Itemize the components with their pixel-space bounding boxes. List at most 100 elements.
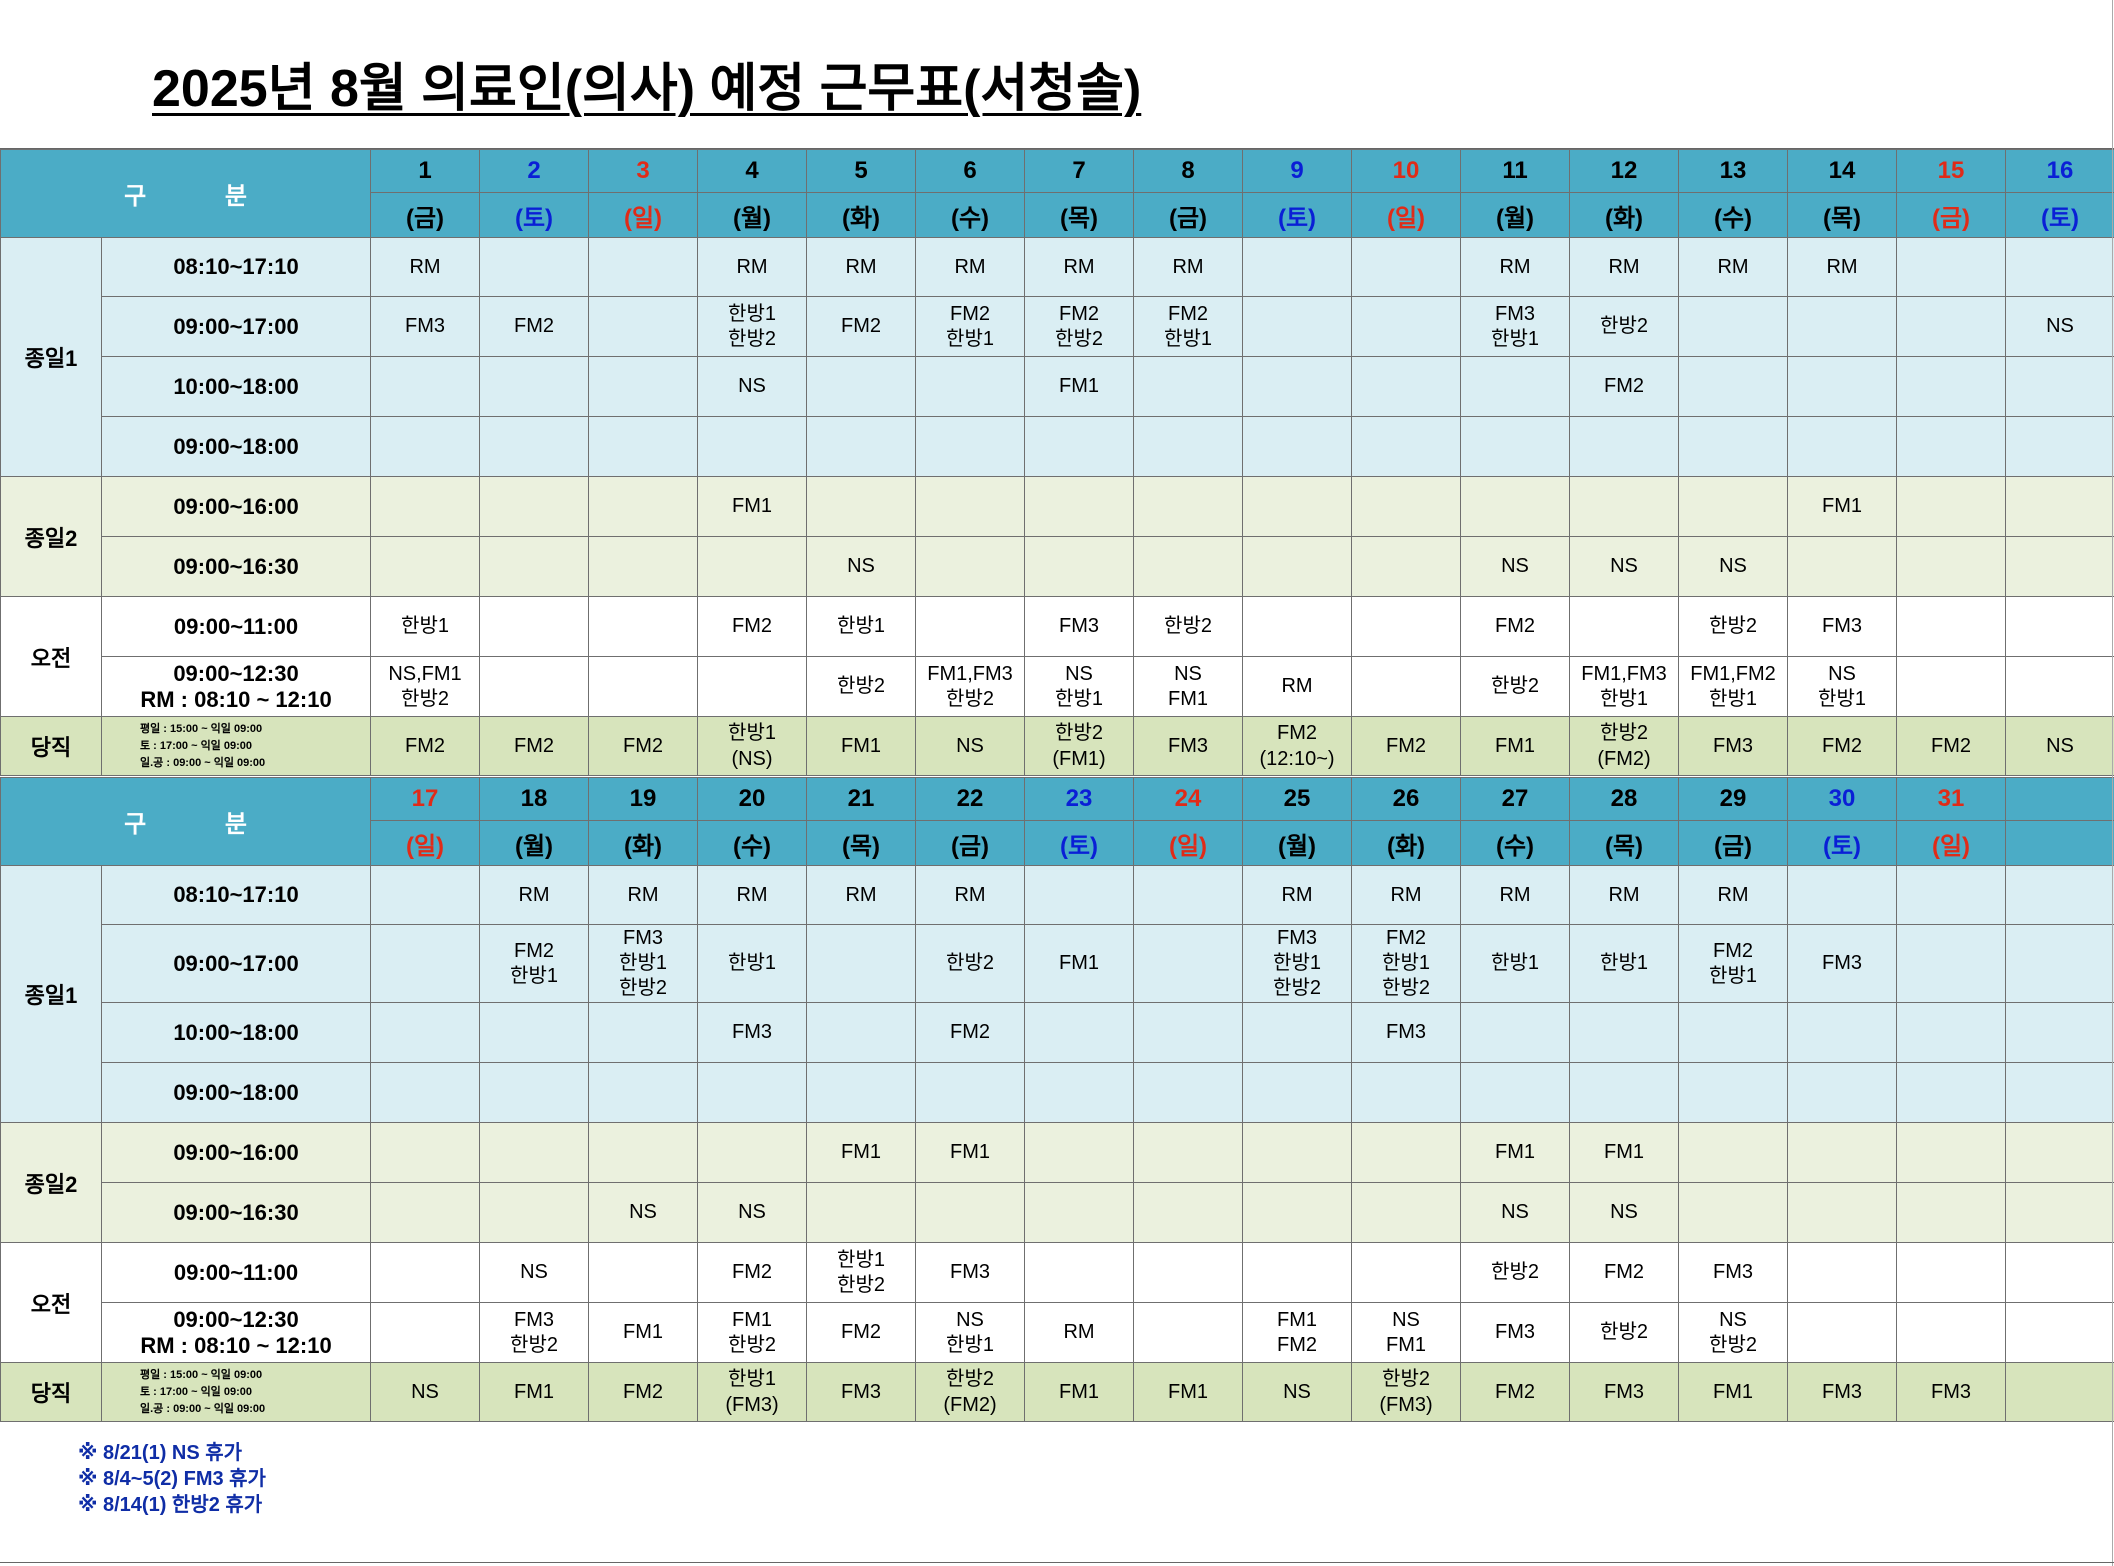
shift-row-j1d: 09:00~18:00 (1, 416, 2114, 477)
schedule-cell (1133, 924, 1244, 1003)
schedule-cell: FM3 (1460, 1302, 1571, 1363)
day-number: 16 (2005, 149, 2114, 193)
duty-note-line: 일.공 : 09:00 ~ 익일 09:00 (140, 756, 266, 769)
cell-text: FM3 (514, 1308, 555, 1331)
day-number: 12 (1569, 149, 1680, 193)
shift-row-ama: 오전 09:00~11:00 NS FM2 한방1 한방2 FM3 한방2 FM2 FM3 (0, 1242, 2114, 1363)
schedule-cell (1242, 416, 1353, 477)
schedule-cell: RM (1787, 237, 1898, 297)
schedule-cell: NS (1569, 1182, 1680, 1243)
schedule-cell: RM (588, 865, 699, 925)
schedule-cell: FM3 한방1 한방2 (1242, 924, 1353, 1003)
schedule-cell: 한방1 한방2 (806, 1242, 917, 1303)
cell-text: 한방1 (1709, 964, 1757, 987)
schedule-cell (370, 865, 481, 925)
shift-time-line: RM : 08:10 ~ 12:10 (140, 1332, 332, 1358)
schedule-cell (1678, 1182, 1789, 1243)
schedule-cell: NS (2005, 716, 2114, 776)
schedule-cell: FM3 한방1 (1460, 296, 1571, 357)
cell-text: FM1 (1059, 952, 1100, 974)
schedule-cell (1024, 1002, 1135, 1063)
schedule-cell: FM3 (1351, 1002, 1462, 1063)
duty-note-line: 일.공 : 09:00 ~ 익일 09:00 (140, 1402, 266, 1415)
schedule-cell (1242, 476, 1353, 537)
schedule-cell (1242, 596, 1353, 657)
schedule-cell (2005, 865, 2114, 925)
cell-text: FM1 (1059, 1381, 1100, 1403)
day-number: 24 (1133, 777, 1244, 821)
schedule-cell: FM1 (915, 1122, 1026, 1183)
schedule-cell: FM1 (588, 1302, 699, 1363)
cell-text: FM2 (1822, 735, 1863, 757)
cell-text: NS (1283, 1381, 1311, 1403)
cell-text: FM2 (841, 1321, 882, 1343)
shift-row-amb: 09:00~12:30 RM : 08:10 ~ 12:10 NS,FM1 한방2 한방… (1, 656, 2114, 717)
shift-row-j2b: 09:00~16:30 NS NS NS NS (1, 536, 2114, 597)
schedule-cell: FM3 (1896, 1362, 2007, 1422)
right-border (2112, 0, 2113, 1566)
cell-text: (FM3) (1379, 1394, 1433, 1416)
shift-row-j2a: 종일2 09:00~16:00 FM1 FM1 FM1 FM1 (0, 1122, 2114, 1243)
weekday-label: (일) (1133, 820, 1244, 866)
day-number: 3 (588, 149, 699, 193)
schedule-cell (1896, 1182, 2007, 1243)
schedule-cell: RM (1351, 865, 1462, 925)
schedule-cell: RM (697, 237, 808, 297)
cell-text: 한방1 (837, 1248, 885, 1271)
schedule-cell (1787, 1002, 1898, 1063)
schedule-cell (479, 416, 590, 477)
cell-text: FM3 (841, 1381, 882, 1403)
schedule-cell (370, 1302, 481, 1363)
shift-row-ama: 오전 09:00~11:00 한방1 FM2 한방1 FM3 한방2 FM2 한방2 FM3 (0, 596, 2114, 717)
schedule-cell: 한방1 (FM3) (697, 1362, 808, 1422)
weekday-label: (월) (479, 820, 590, 866)
schedule-cell: 한방1 (1569, 924, 1680, 1003)
schedule-cell: FM1 (1460, 1122, 1571, 1183)
schedule-cell (1896, 865, 2007, 925)
schedule-cell: NS (588, 1182, 699, 1243)
category-ojeon: 오전 (0, 1242, 102, 1363)
cell-text: 한방2 (1600, 722, 1648, 744)
date-row: 구 분 17 18 19 20 21 22 23 24 25 26 27 28 29 30 31 (0, 777, 2114, 866)
schedule-table-week1: 구 분 1 2 3 4 5 6 7 8 9 10 11 12 13 14 15 16 (금) (토) (일) (월) (화… (0, 149, 2114, 776)
cell-text: 한방2 (1382, 977, 1430, 999)
schedule-cell (2005, 1002, 2114, 1063)
schedule-cell (1896, 416, 2007, 477)
schedule-cell: NS (1242, 1362, 1353, 1422)
day-number: 17 (370, 777, 481, 821)
cell-text: RM (1063, 1321, 1095, 1343)
cell-text: FM2 (1713, 939, 1754, 962)
cell-text: FM3 (405, 315, 446, 337)
schedule-cell (1242, 356, 1353, 417)
schedule-cell (479, 476, 590, 537)
day-number: 7 (1024, 149, 1135, 193)
schedule-cell (2005, 1362, 2114, 1422)
cell-text: 한방1 (728, 952, 776, 974)
cell-text: 한방2 (1273, 977, 1321, 999)
cell-text: NS,FM1 (388, 662, 462, 685)
schedule-cell: FM2 (12:10~) (1242, 716, 1353, 776)
note-item: ※ 8/4~5(2) FM3 휴가 (78, 1468, 266, 1490)
date-row: 구 분 1 2 3 4 5 6 7 8 9 10 11 12 13 14 15 16 (0, 149, 2114, 238)
schedule-cell: RM (1460, 237, 1571, 297)
shift-time: 09:00~12:30 RM : 08:10 ~ 12:10 (100, 656, 372, 717)
schedule-cell: FM1 FM2 (1242, 1302, 1353, 1363)
schedule-cell: FM2 (697, 1242, 808, 1303)
schedule-cell (806, 1062, 917, 1123)
schedule-cell (2005, 1182, 2114, 1243)
schedule-cell (2005, 237, 2114, 297)
shift-time: 09:00~17:00 (100, 296, 372, 357)
schedule-cell: RM (1569, 865, 1680, 925)
cell-text: FM2 (1931, 735, 1972, 757)
cell-text: 한방2 (1055, 327, 1103, 350)
day-number: 19 (588, 777, 699, 821)
cell-text: NS (2046, 735, 2074, 757)
day-number: 29 (1678, 777, 1789, 821)
schedule-cell (479, 1002, 590, 1063)
shift-time-line: RM : 08:10 ~ 12:10 (140, 686, 332, 712)
schedule-cell (1242, 1122, 1353, 1183)
schedule-cell (2005, 924, 2114, 1003)
schedule-cell: FM2 한방1 (1133, 296, 1244, 357)
cell-text: NS (1828, 662, 1856, 685)
schedule-cell (1133, 1062, 1244, 1123)
